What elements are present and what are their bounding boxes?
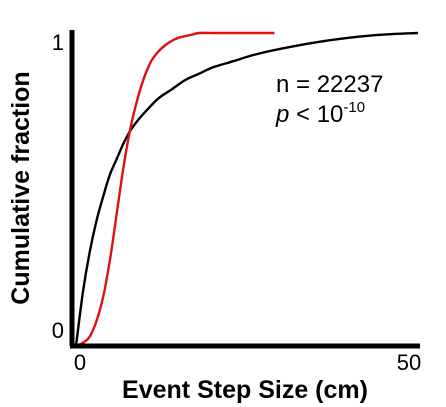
series-curves	[74, 31, 419, 348]
p-annotation: p < 10-10	[275, 99, 365, 128]
y-axis-label: Cumulative fraction	[7, 71, 35, 304]
black-cdf-line	[74, 31, 419, 347]
x-axis-label: Event Step Size (cm)	[122, 376, 368, 404]
y-tick-label-1: 1	[52, 30, 64, 55]
n-annotation: n = 22237	[276, 71, 383, 98]
x-tick-label-0: 0	[74, 350, 86, 375]
y-tick-label-0: 0	[52, 318, 64, 343]
p-exponent: -10	[343, 99, 365, 116]
p-symbol: p	[275, 101, 289, 128]
red-cdf-line	[75, 31, 275, 348]
p-relation: < 10	[289, 101, 343, 128]
x-tick-label-50: 50	[397, 350, 421, 375]
